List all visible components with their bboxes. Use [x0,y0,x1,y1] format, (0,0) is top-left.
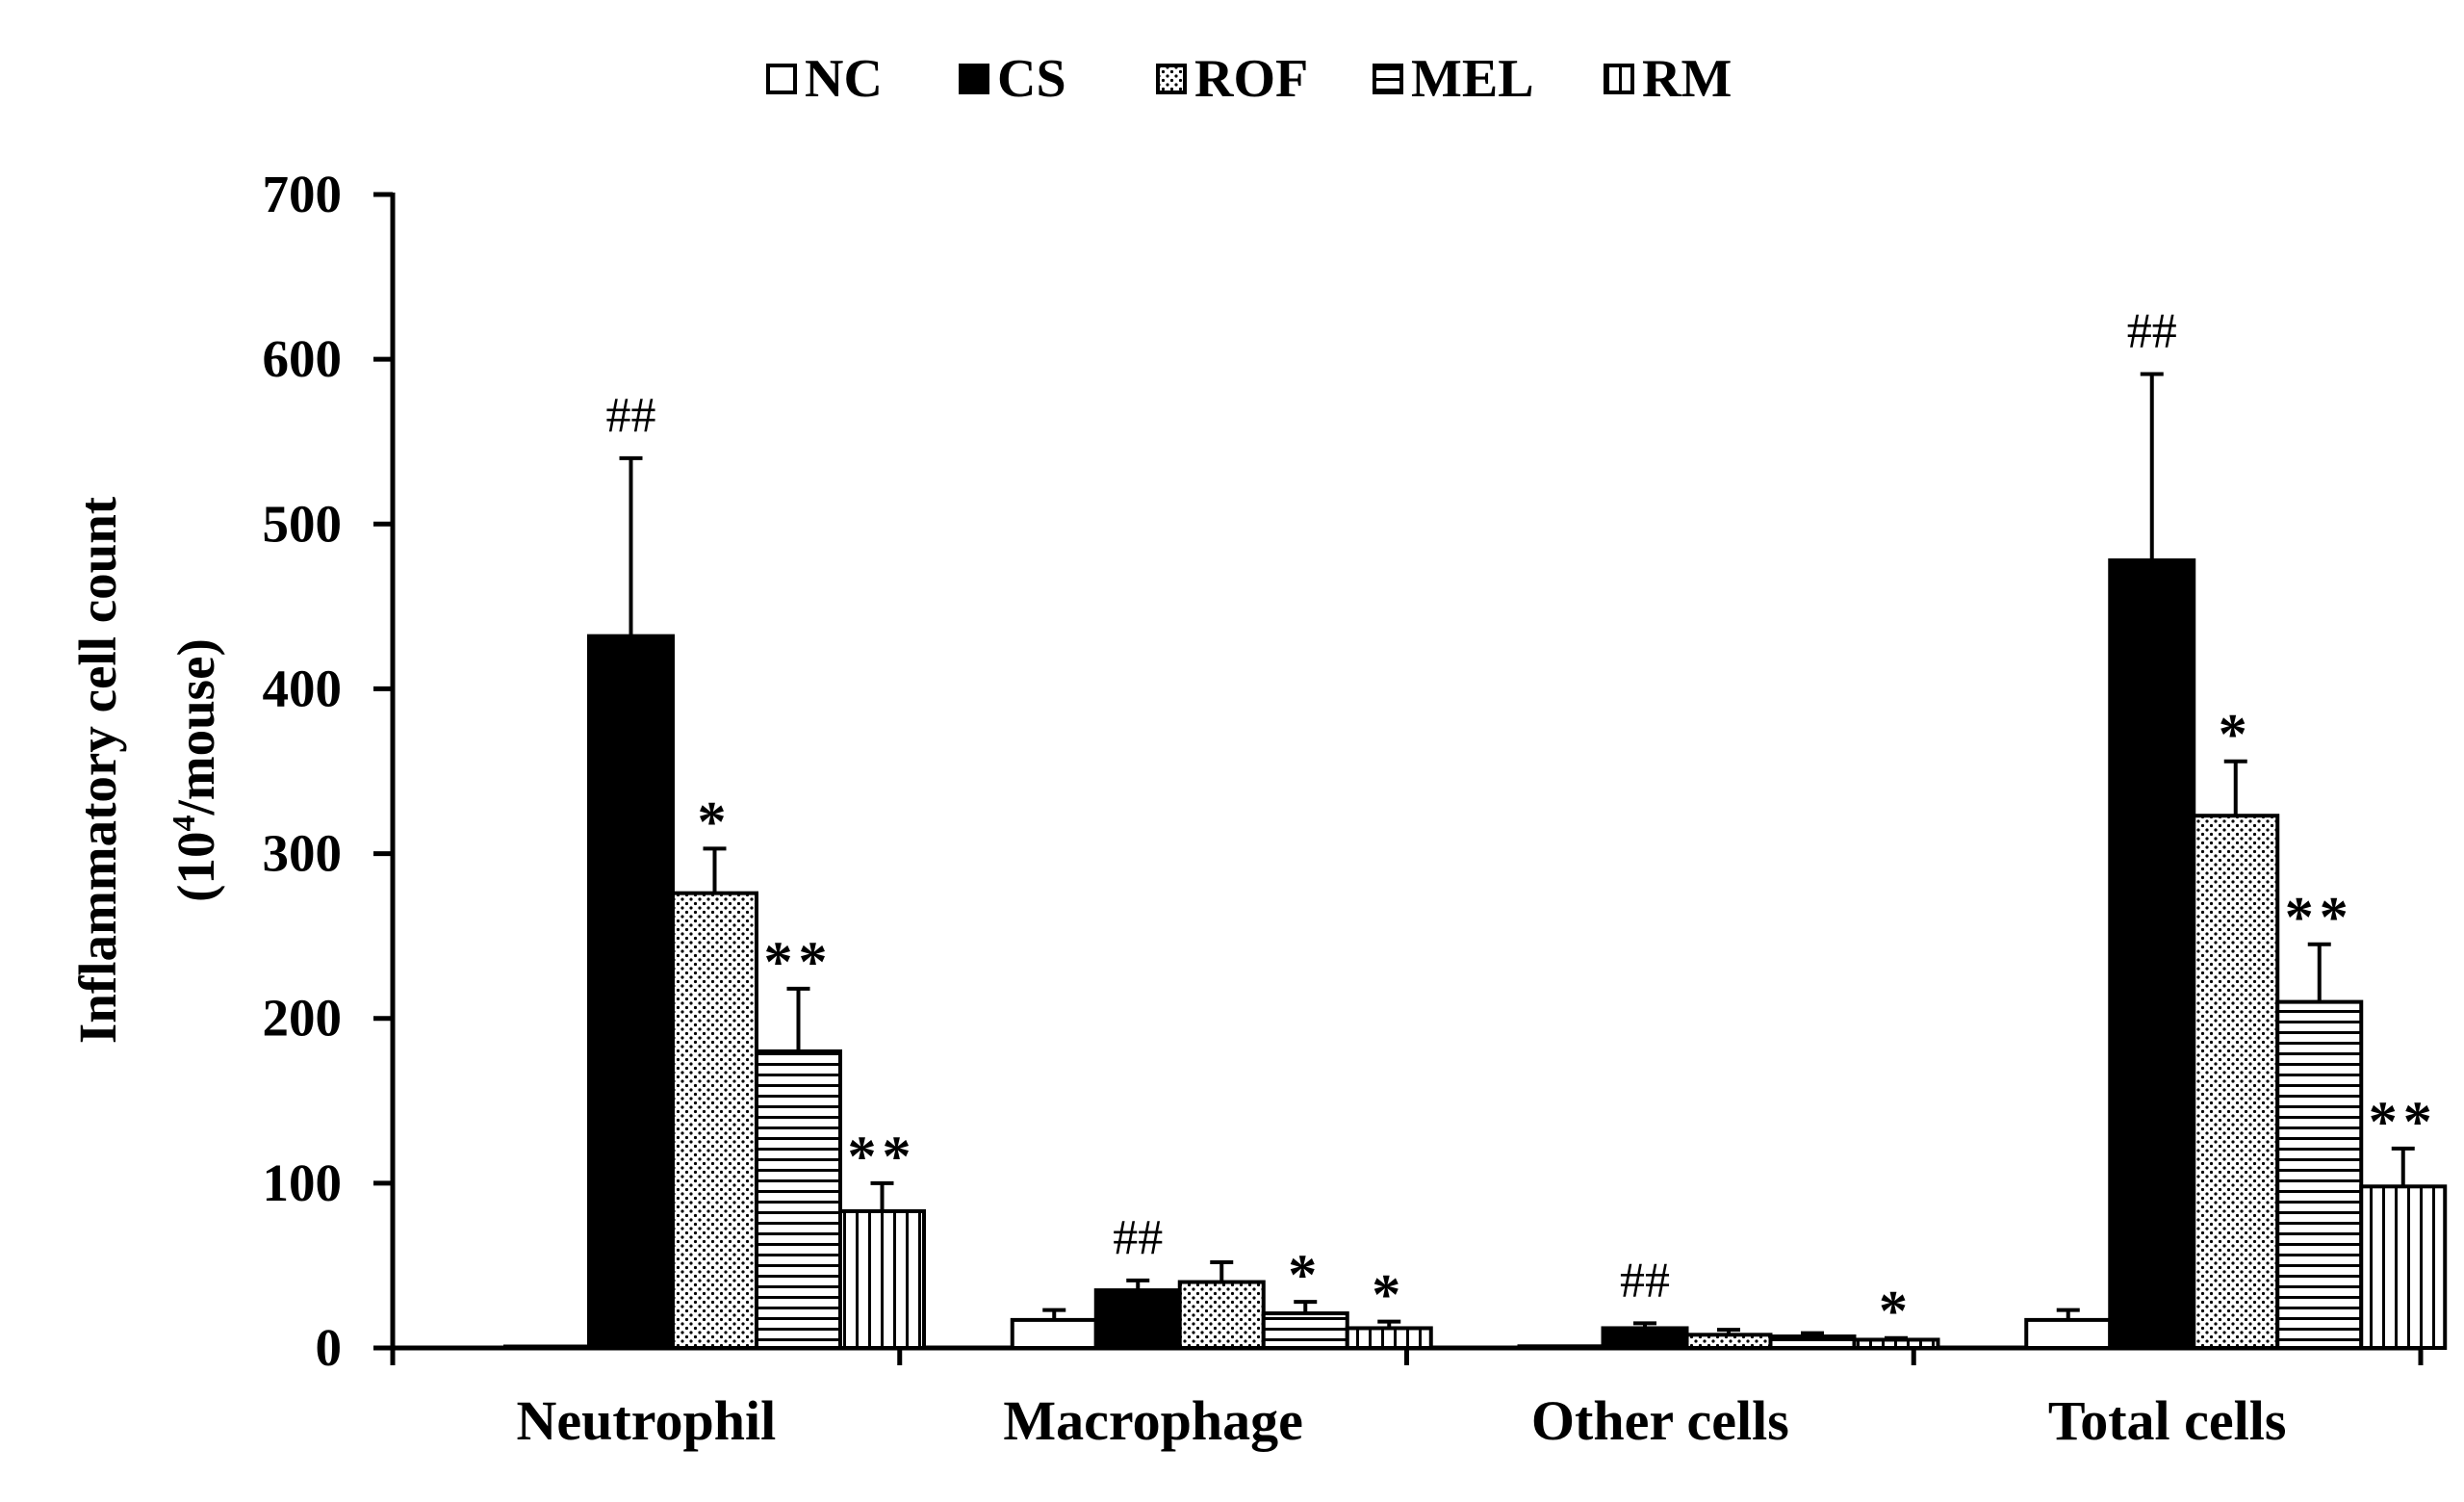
bar-nc-other-cells [1517,1344,1605,1351]
bar-mel-macrophage [1261,1311,1349,1351]
x-axis-labels: Neutrophil Macrophage Other cells Total cel… [517,1389,2287,1452]
x-label-macrophage: Macrophage [1003,1389,1302,1452]
bar-mel-neutrophil [755,1049,842,1350]
legend-label-mel: MEL [1411,49,1534,109]
y-axis-ticks: 0 100 200 300 400 500 600 700 [263,165,393,1377]
mark-cs-macrophage: ## [1113,1210,1163,1265]
significance-marks: ########********** *** [606,304,2438,1343]
y-axis-title-line1: Inflammatory cell count [68,496,127,1044]
y-tick-label-4: 400 [263,659,343,717]
bar-rof-macrophage [1177,1280,1266,1350]
y-tick-label-6: 600 [263,329,343,388]
mark-rm-macrophage: * [1372,1263,1406,1327]
legend-item-nc: NC [766,49,883,109]
bar-rm-total-cells [2359,1184,2448,1351]
svg-text:Inflammatory cell count: Inflammatory cell count [68,496,127,1044]
mark-cs-other-cells: ## [1620,1253,1670,1308]
y-tick-label-3: 300 [263,824,343,883]
bar-rm-macrophage [1345,1326,1433,1351]
x-label-other-cells: Other cells [1531,1389,1789,1452]
bar-rof-total-cells [2192,814,2280,1350]
y-axis-title-suffix: /mouse) [167,638,225,816]
legend-label-rof: ROF [1194,49,1308,109]
y-tick-label-2: 200 [263,989,343,1048]
mark-mel-total-cells: ** [2285,886,2354,949]
bar-cs-other-cells [1601,1326,1689,1351]
svg-text:(104/mouse): (104/mouse) [167,638,225,902]
mark-mel-neutrophil: ** [764,930,834,994]
legend-item-mel: MEL [1373,49,1534,109]
legend-swatch-rof [1156,64,1187,94]
y-axis-title-prefix: (10 [167,832,225,902]
bar-nc-macrophage [1010,1317,1098,1351]
legend-label-rm: RM [1642,49,1732,109]
bar-cs-neutrophil [587,634,675,1350]
legend-swatch-mel [1373,64,1403,94]
mark-mel-macrophage: * [1288,1243,1322,1307]
legend-item-rm: RM [1604,49,1732,109]
legend-item-rof: ROF [1156,49,1308,109]
legend-label-nc: NC [805,49,883,109]
y-tick-label-0: 0 [316,1318,343,1377]
bar-rof-other-cells [1684,1333,1773,1351]
mark-cs-total-cells: ## [2127,304,2177,359]
legend-swatch-rm [1604,64,1634,94]
mark-rm-other-cells: * [1879,1280,1913,1343]
bar-cs-macrophage [1093,1288,1182,1350]
y-axis-title-superscript: 4 [167,816,202,832]
legend: NC CS ROF MEL RM [766,49,1732,109]
x-axis-ticks [390,1348,2424,1365]
legend-swatch-nc [766,64,797,94]
error-bars [619,372,2415,1340]
mark-rof-total-cells: * [2219,703,2253,766]
legend-item-cs: CS [959,49,1066,109]
mark-rm-total-cells: ** [2369,1090,2438,1153]
bars [503,557,2448,1351]
x-label-total-cells: Total cells [2048,1389,2287,1452]
bar-mel-other-cells [1768,1334,1857,1351]
mark-cs-neutrophil: ## [606,388,656,443]
bar-mel-total-cells [2275,999,2364,1350]
y-tick-label-7: 700 [263,165,343,223]
legend-swatch-cs [959,64,989,94]
legend-label-cs: CS [997,49,1066,109]
y-tick-label-5: 500 [263,494,343,553]
bar-rof-neutrophil [671,891,758,1350]
x-label-neutrophil: Neutrophil [517,1389,777,1452]
y-axis-title-line2: (104/mouse) [167,638,225,902]
bar-cs-total-cells [2108,557,2196,1350]
bar-nc-total-cells [2024,1317,2113,1351]
y-tick-label-1: 100 [263,1153,343,1212]
bar-rm-neutrophil [838,1208,926,1350]
mark-rm-neutrophil: ** [848,1125,917,1188]
mark-rof-neutrophil: * [698,790,732,853]
bar-nc-neutrophil [503,1344,591,1350]
